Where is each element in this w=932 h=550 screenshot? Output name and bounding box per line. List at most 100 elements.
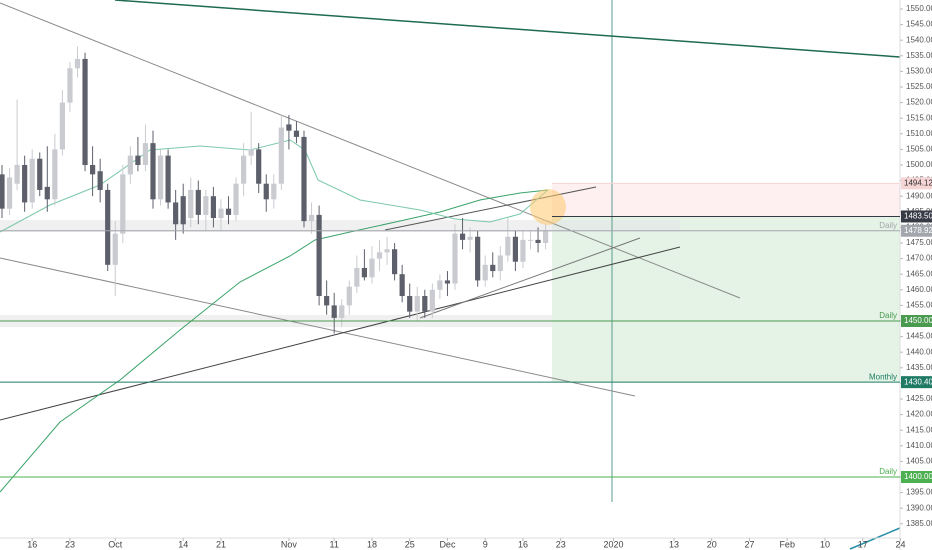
stop-zone (552, 183, 900, 217)
candle-body (354, 267, 360, 287)
price-label: 1483.50 (904, 212, 932, 221)
candle-body (475, 236, 481, 281)
candle-body (0, 174, 5, 209)
price-label-box (901, 224, 932, 237)
price-label-box (901, 314, 932, 327)
level-tag: Monthly (869, 372, 897, 381)
candle-body (422, 296, 428, 312)
candle-body (188, 189, 194, 219)
target-zone (552, 216, 900, 383)
y-tick-label: 1385.00 (906, 519, 932, 528)
candle-body (195, 189, 201, 215)
x-tick-label: Dec (439, 539, 456, 549)
candle-body (105, 189, 111, 265)
y-tick-label: 1425.00 (906, 394, 932, 403)
candle-body (339, 305, 345, 318)
candle-body (437, 280, 443, 290)
candle-body (44, 186, 50, 200)
candle-body (286, 124, 292, 131)
x-tick-label: 2020 (604, 539, 624, 549)
y-tick-label: 1470.00 (906, 254, 932, 263)
y-tick-label: 1420.00 (906, 410, 932, 419)
x-tick-label: 18 (367, 539, 377, 549)
candle-body (67, 68, 73, 103)
candle-body (271, 183, 277, 200)
y-tick-label: 1500.00 (906, 160, 932, 169)
candle-body (233, 183, 239, 215)
y-tick-label: 1390.00 (906, 503, 932, 512)
y-tick-label: 1405.00 (906, 457, 932, 466)
candle-body (127, 155, 133, 175)
y-tick-label: 1440.00 (906, 347, 932, 356)
range-band (0, 220, 680, 232)
x-tick-label: 24 (895, 539, 905, 549)
x-tick-label: 13 (669, 539, 679, 549)
level-tag: Daily (879, 221, 897, 230)
y-tick-label: 1395.00 (906, 488, 932, 497)
candle-body (210, 196, 216, 219)
candle-body (22, 164, 28, 203)
price-label-box (901, 376, 932, 389)
x-tick-label: 25 (405, 539, 415, 549)
candle-body (512, 236, 518, 262)
candle-body (331, 305, 337, 318)
y-tick-label: 1510.00 (906, 129, 932, 138)
x-tick-label: 23 (65, 539, 75, 549)
level-tag: Daily (879, 311, 897, 320)
candle-body (263, 183, 269, 200)
candle-body (452, 233, 458, 284)
candle-body (112, 233, 118, 265)
candle-body (535, 239, 541, 243)
price-label-box (901, 470, 932, 483)
trend-line (419, 237, 641, 319)
y-tick-label: 1505.00 (906, 144, 932, 153)
x-tick-label: Nov (281, 539, 298, 549)
x-tick-label: 16 (518, 539, 528, 549)
candle-body (37, 158, 43, 190)
candle-body (74, 58, 81, 69)
candle-body (218, 208, 224, 219)
candle-body (173, 202, 179, 225)
candle-body (361, 267, 367, 278)
candle-body (482, 264, 488, 281)
candle-body (135, 155, 141, 165)
y-tick-label: 1490.00 (906, 191, 932, 200)
candle-body (490, 264, 496, 272)
price-label: 1450.00 (904, 316, 932, 325)
candle-body (308, 214, 315, 222)
axes: 1385.00 1390.00 1395.00 1400.00 1405.00 1410.… (0, 4, 932, 549)
x-tick-label: 17 (858, 539, 868, 549)
y-tick-label: 1530.00 (906, 66, 932, 75)
y-tick-label: 1465.00 (906, 269, 932, 278)
zones (552, 183, 900, 383)
x-tick-label: 23 (556, 539, 566, 549)
y-tick-label: 1525.00 (906, 82, 932, 91)
price-label-box (901, 210, 932, 223)
y-tick-label: 1435.00 (906, 363, 932, 372)
trend-line (114, 0, 901, 58)
x-tick-label: 11 (330, 539, 339, 549)
y-tick-label: 1535.00 (906, 51, 932, 60)
x-tick-label: 21 (216, 539, 226, 549)
candle-body (497, 255, 503, 272)
candle-body (278, 127, 284, 184)
y-tick-label: 1460.00 (906, 285, 932, 294)
x-tick-label: 10 (820, 539, 830, 549)
price-label: 1478.92 (904, 226, 932, 235)
candle-body (369, 258, 375, 278)
candle-body (316, 214, 322, 297)
x-tick-label: 14 (178, 539, 188, 549)
candle-body (142, 143, 149, 165)
candles (0, 46, 549, 334)
price-label: 1494.12 (904, 178, 932, 187)
y-tick-label: 1515.00 (906, 113, 932, 122)
y-tick-label: 1550.00 (906, 4, 932, 13)
candle-body (429, 289, 435, 312)
candle-body (157, 155, 164, 200)
candle-body (399, 274, 405, 297)
y-tick-label: 1475.00 (906, 238, 932, 247)
candle-body (241, 155, 247, 184)
x-tick-label: 20 (707, 539, 717, 549)
